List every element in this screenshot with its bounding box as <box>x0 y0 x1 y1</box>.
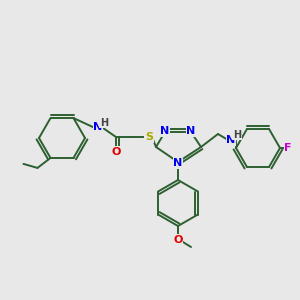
Text: N: N <box>226 135 236 145</box>
Text: S: S <box>145 132 153 142</box>
Text: O: O <box>111 147 121 157</box>
Text: N: N <box>186 126 196 136</box>
Text: N: N <box>160 126 169 136</box>
Text: N: N <box>93 122 103 132</box>
Text: O: O <box>173 235 183 245</box>
Text: F: F <box>284 143 292 153</box>
Text: H: H <box>233 130 241 140</box>
Text: N: N <box>173 158 183 168</box>
Text: H: H <box>100 118 108 128</box>
